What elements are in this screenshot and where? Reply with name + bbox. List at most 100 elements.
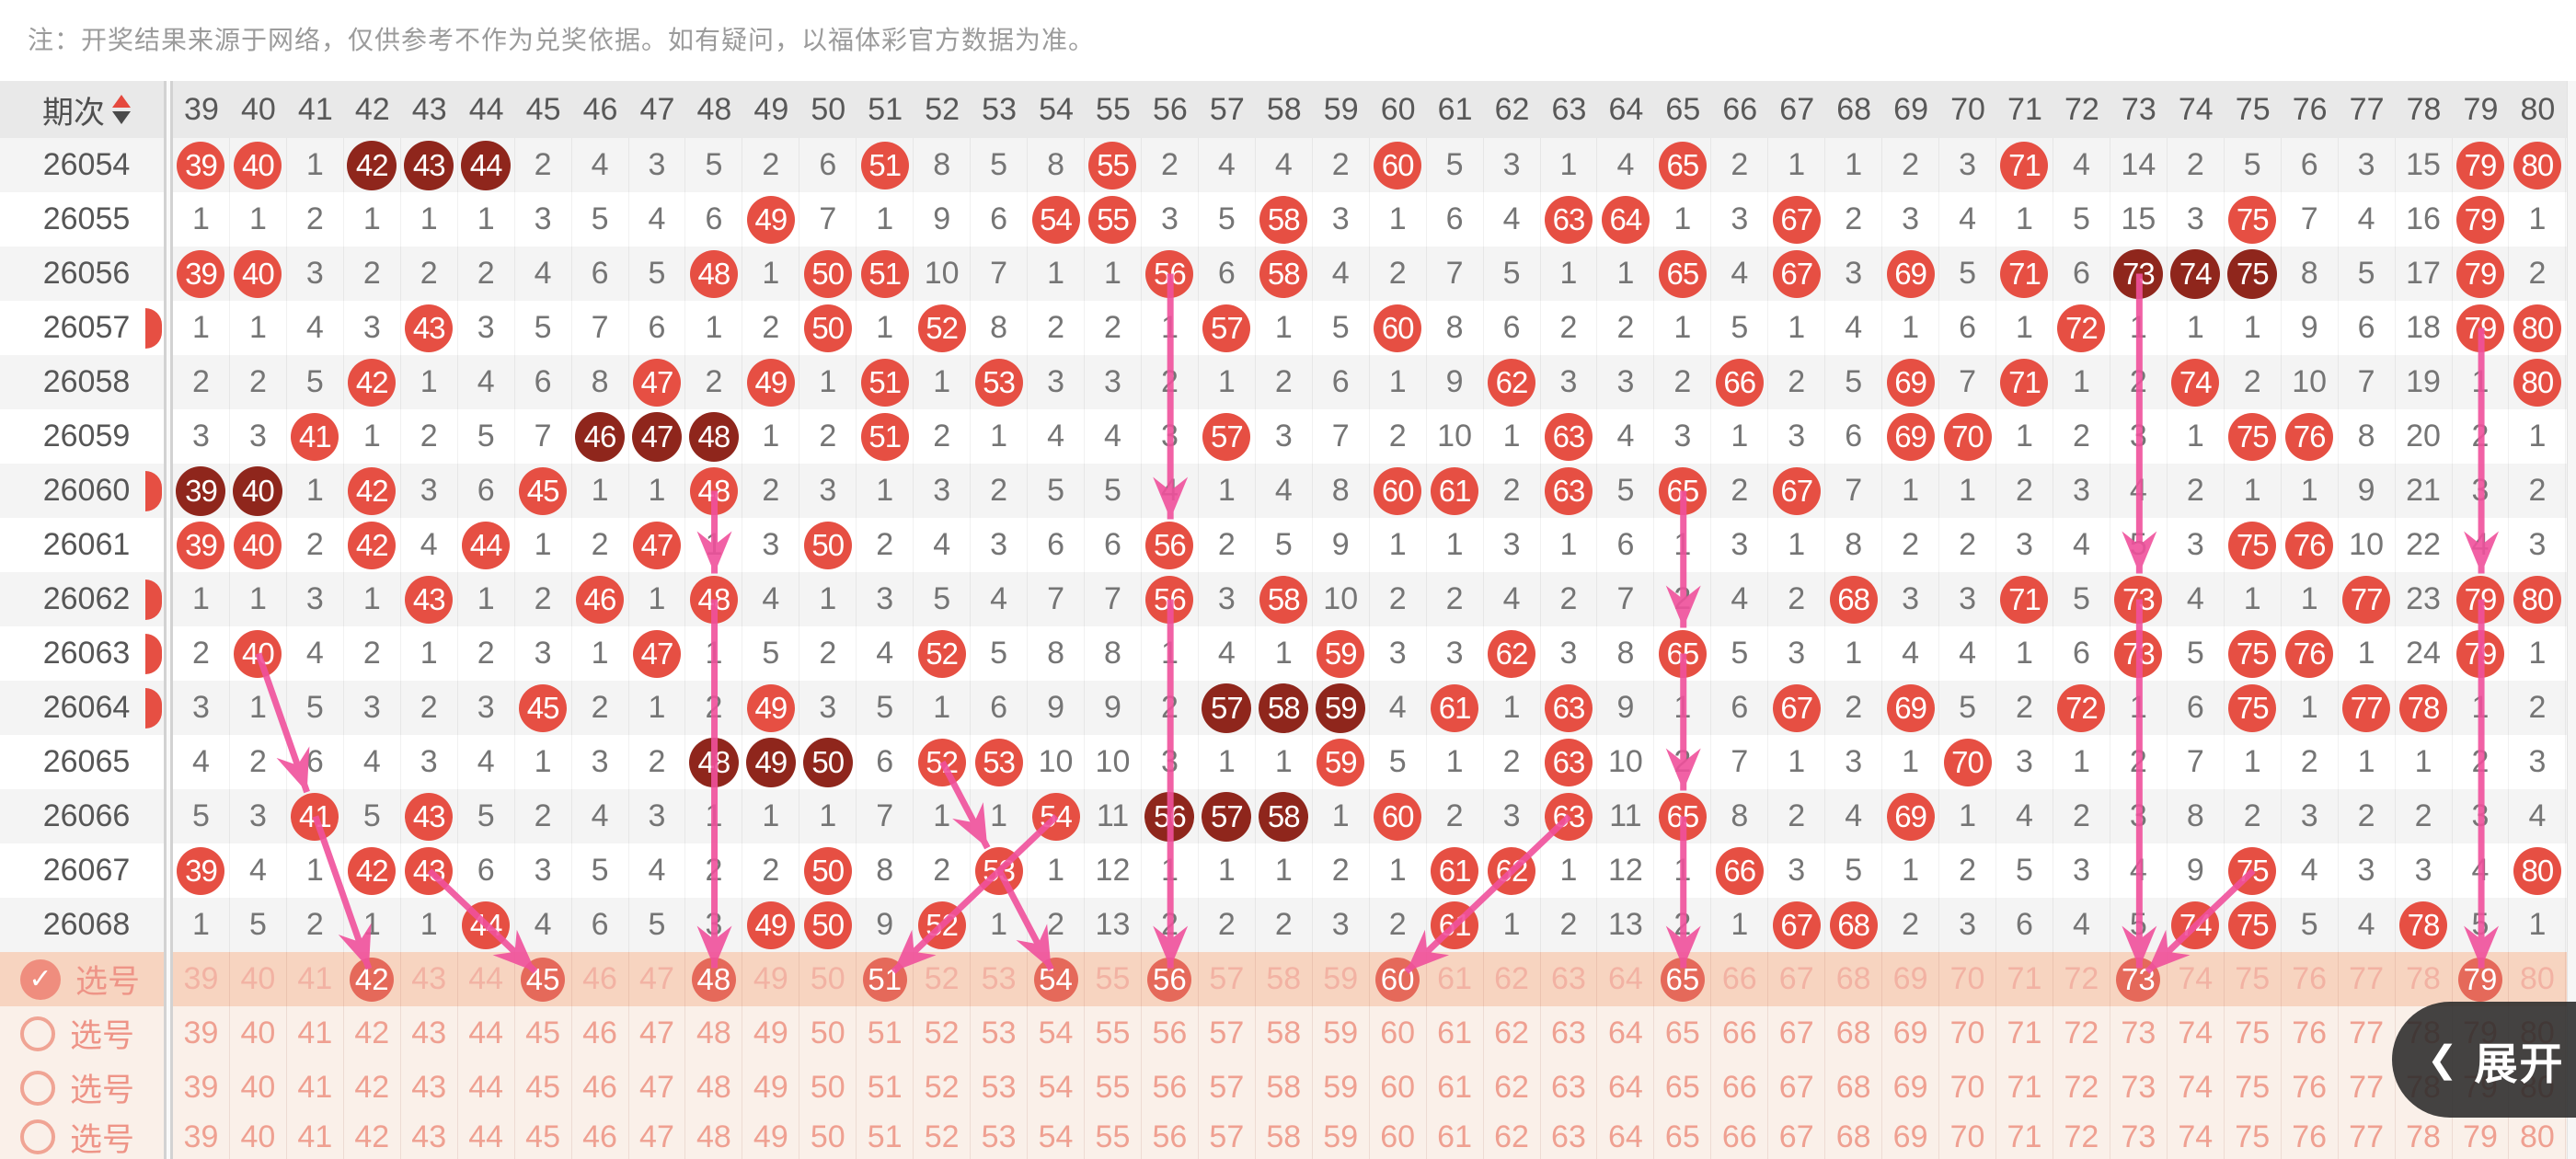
pick-number-43[interactable]: 43 [401,952,458,1006]
pick-row-3[interactable]: 选号 39 40 41 42 43 44 45 46 47 48 49 50 51 52 53 54 55 56 57… [0,1061,2576,1115]
pick-number-58[interactable]: 58 [1256,1061,1313,1115]
pick-number-47[interactable]: 47 [629,1061,686,1115]
pick-number-70[interactable]: 70 [1939,1006,1996,1061]
pick-number-59[interactable]: 59 [1313,1061,1370,1115]
pick-number-41[interactable]: 41 [287,1115,344,1159]
pick-number-44[interactable]: 44 [458,1115,515,1159]
pick-number-52[interactable]: 52 [914,952,972,1006]
picked-number-circle[interactable]: 60 [1375,957,1420,1002]
pick-number-77[interactable]: 77 [2339,1006,2396,1061]
pick-number-49[interactable]: 49 [742,1115,800,1159]
pick-row-toggle[interactable]: ✓ 选号 [0,952,173,1006]
pick-number-64[interactable]: 64 [1597,1061,1655,1115]
pick-number-62[interactable]: 62 [1484,1115,1541,1159]
pick-number-73[interactable]: 73 [2110,1061,2168,1115]
pick-number-51[interactable]: 51 [857,1006,914,1061]
pick-number-67[interactable]: 67 [1768,952,1826,1006]
pick-row-toggle[interactable]: 选号 [0,1115,173,1159]
pick-number-48[interactable]: 48 [685,1115,743,1159]
pick-row-2[interactable]: 选号 39 40 41 42 43 44 45 46 47 48 49 50 51 52 53 54 55 56 57… [0,1006,2576,1061]
pick-number-79[interactable]: 79 [2453,1115,2510,1159]
pick-number-69[interactable]: 69 [1882,1006,1940,1061]
pick-number-44[interactable]: 44 [458,1061,515,1115]
pick-number-71[interactable]: 71 [1996,1061,2053,1115]
pick-number-52[interactable]: 52 [914,1061,972,1115]
pick-number-61[interactable]: 61 [1427,1061,1484,1115]
pick-number-65[interactable]: 65 [1654,1061,1712,1115]
pick-number-39[interactable]: 39 [173,1061,230,1115]
pick-number-67[interactable]: 67 [1768,1115,1826,1159]
pick-number-80[interactable]: 80 [2509,1115,2567,1159]
pick-number-61[interactable]: 61 [1427,952,1484,1006]
pick-number-52[interactable]: 52 [914,1115,972,1159]
pick-number-57[interactable]: 57 [1199,1061,1256,1115]
picked-number-circle[interactable]: 56 [1147,957,1192,1002]
pick-number-44[interactable]: 44 [458,1006,515,1061]
pick-number-49[interactable]: 49 [742,1006,800,1061]
pick-number-58[interactable]: 58 [1256,952,1313,1006]
pick-number-62[interactable]: 62 [1484,1006,1541,1061]
pick-number-50[interactable]: 50 [799,1006,857,1061]
pick-number-73[interactable]: 73 [2110,1115,2168,1159]
pick-number-72[interactable]: 72 [2053,1061,2110,1115]
pick-number-75[interactable]: 75 [2225,1006,2282,1061]
pick-number-54[interactable]: 54 [1028,1006,1085,1061]
sort-desc-icon[interactable] [112,111,131,124]
pick-number-41[interactable]: 41 [287,1061,344,1115]
pick-number-80[interactable]: 80 [2509,952,2567,1006]
pick-number-66[interactable]: 66 [1711,1006,1769,1061]
pick-number-73[interactable]: 73 [2110,1006,2168,1061]
pick-number-39[interactable]: 39 [173,952,230,1006]
pick-number-57[interactable]: 57 [1199,1006,1256,1061]
pick-number-71[interactable]: 71 [1996,1115,2053,1159]
pick-number-52[interactable]: 52 [914,1006,972,1061]
pick-number-39[interactable]: 39 [173,1115,230,1159]
pick-number-64[interactable]: 64 [1597,952,1655,1006]
pick-number-53[interactable]: 53 [971,1006,1029,1061]
pick-number-45[interactable]: 45 [515,952,572,1006]
vertical-scrollbar[interactable] [2567,81,2576,1159]
pick-number-77[interactable]: 77 [2339,1061,2396,1115]
pick-number-77[interactable]: 77 [2339,1115,2396,1159]
pick-number-76[interactable]: 76 [2282,1061,2339,1115]
pick-number-65[interactable]: 65 [1654,1115,1712,1159]
picked-number-circle[interactable]: 54 [1033,957,1078,1002]
pick-number-75[interactable]: 75 [2225,952,2282,1006]
pick-number-60[interactable]: 60 [1370,1006,1427,1061]
pick-number-71[interactable]: 71 [1996,1006,2053,1061]
picked-number-circle[interactable]: 79 [2457,957,2502,1002]
picked-number-circle[interactable]: 65 [1660,957,1705,1002]
pick-number-59[interactable]: 59 [1313,1115,1370,1159]
pick-number-74[interactable]: 74 [2168,1061,2225,1115]
pick-number-75[interactable]: 75 [2225,1115,2282,1159]
pick-row-toggle[interactable]: 选号 [0,1061,173,1115]
pick-number-54[interactable]: 54 [1028,952,1085,1006]
pick-number-40[interactable]: 40 [230,952,287,1006]
pick-number-64[interactable]: 64 [1597,1115,1655,1159]
pick-number-48[interactable]: 48 [685,1006,743,1061]
pick-number-53[interactable]: 53 [971,1061,1029,1115]
pick-number-42[interactable]: 42 [344,1115,401,1159]
pick-number-65[interactable]: 65 [1654,952,1712,1006]
pick-number-74[interactable]: 74 [2168,952,2225,1006]
pick-number-51[interactable]: 51 [857,1115,914,1159]
pick-number-60[interactable]: 60 [1370,1115,1427,1159]
pick-number-47[interactable]: 47 [629,952,686,1006]
pick-number-69[interactable]: 69 [1882,952,1940,1006]
pick-number-42[interactable]: 42 [344,1006,401,1061]
pick-number-50[interactable]: 50 [799,952,857,1006]
pick-number-46[interactable]: 46 [572,952,629,1006]
pick-number-68[interactable]: 68 [1825,1061,1883,1115]
pick-number-48[interactable]: 48 [685,952,743,1006]
pick-number-40[interactable]: 40 [230,1115,287,1159]
picked-number-circle[interactable]: 51 [862,957,907,1002]
pick-number-58[interactable]: 58 [1256,1115,1313,1159]
pick-number-68[interactable]: 68 [1825,1115,1883,1159]
pick-number-50[interactable]: 50 [799,1061,857,1115]
pick-number-70[interactable]: 70 [1939,1061,1996,1115]
pick-number-56[interactable]: 56 [1142,952,1199,1006]
pick-number-46[interactable]: 46 [572,1006,629,1061]
pick-number-59[interactable]: 59 [1313,952,1370,1006]
pick-number-70[interactable]: 70 [1939,952,1996,1006]
pick-number-45[interactable]: 45 [515,1061,572,1115]
